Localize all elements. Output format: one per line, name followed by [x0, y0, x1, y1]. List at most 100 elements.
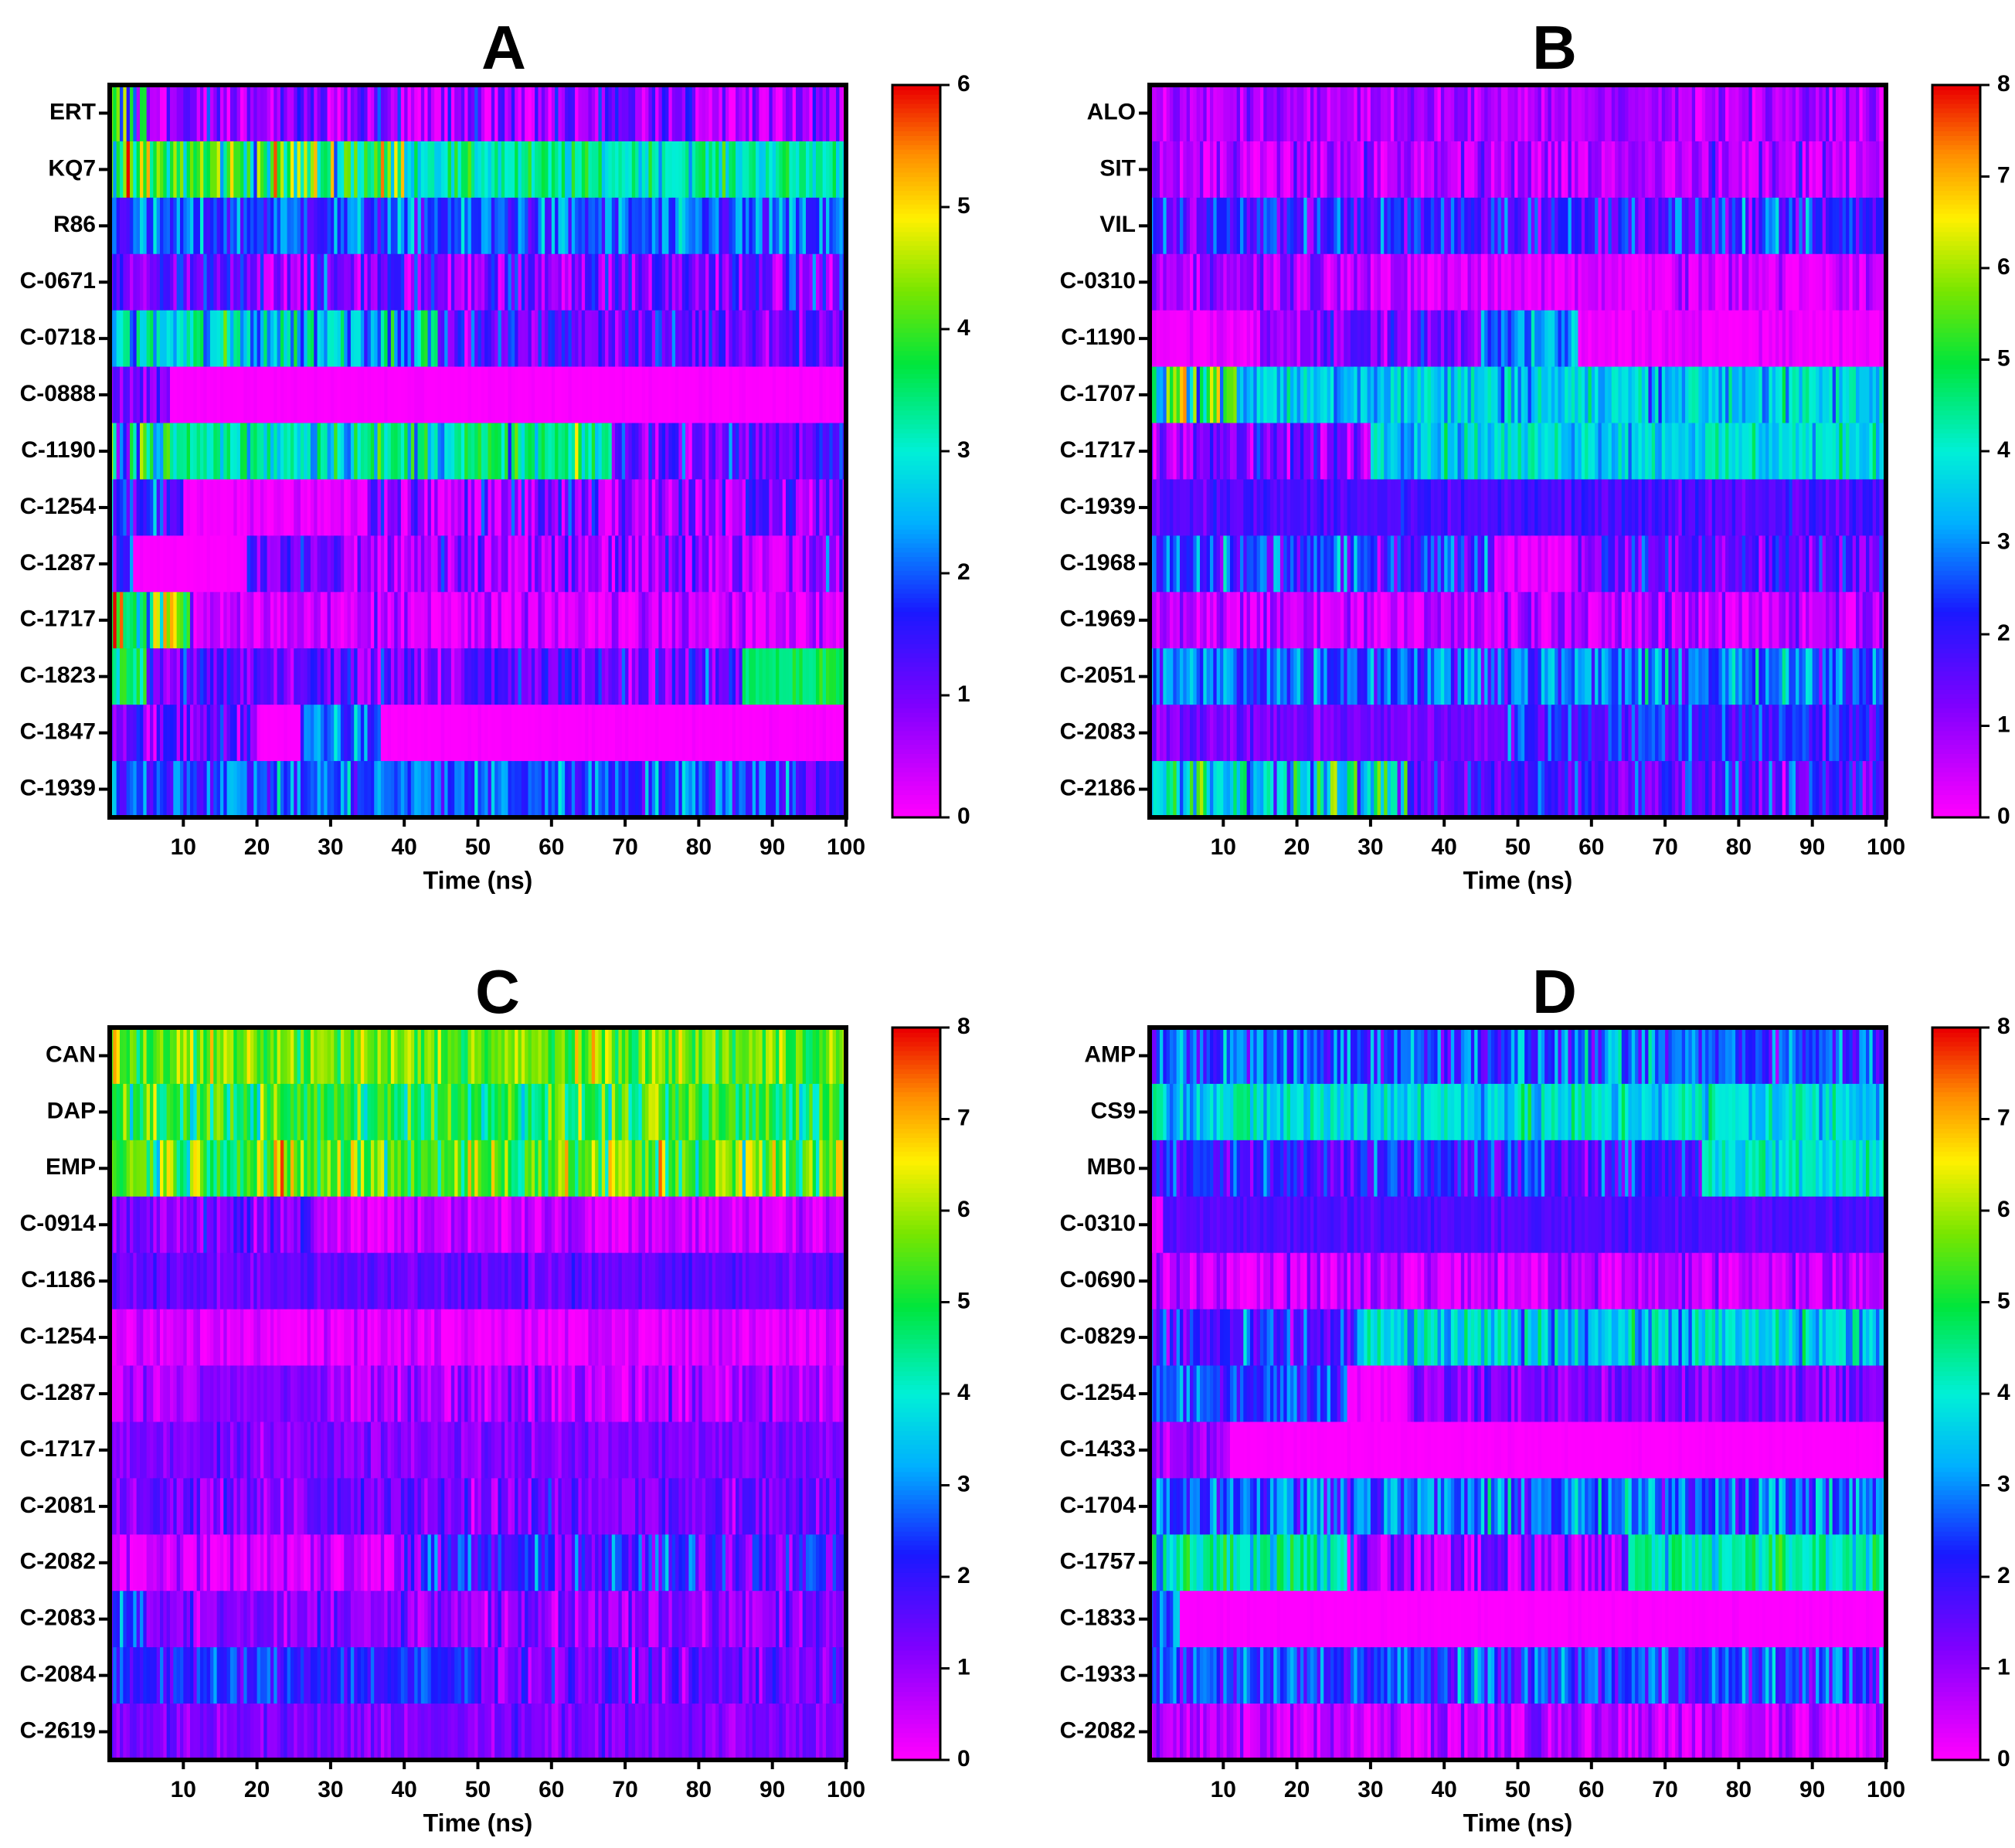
heatmap-cell — [387, 648, 392, 705]
heatmap-cell — [129, 705, 134, 762]
heatmap-cell — [1688, 366, 1693, 424]
heatmap-cell — [1256, 479, 1261, 536]
heatmap-cell — [1233, 141, 1238, 199]
heatmap-cell — [1404, 310, 1408, 368]
heatmap-cell — [538, 197, 542, 255]
heatmap-cell — [651, 705, 656, 762]
heatmap-cell — [1290, 85, 1294, 142]
heatmap-cell — [183, 648, 188, 705]
colorbar-tick-label: 4 — [957, 315, 970, 341]
heatmap-cell — [1661, 479, 1666, 536]
heatmap-cell — [1360, 197, 1364, 255]
heatmap-cell — [136, 253, 141, 311]
heatmap-cell — [548, 141, 552, 199]
heatmap-cell — [260, 479, 264, 536]
heatmap-cell — [1236, 85, 1241, 142]
heatmap-cell — [568, 197, 573, 255]
heatmap-cell — [1447, 141, 1452, 199]
heatmap-cell — [608, 648, 613, 705]
heatmap-cell — [1615, 85, 1619, 142]
heatmap-cell — [525, 253, 529, 311]
heatmap-cell — [1752, 85, 1756, 142]
heatmap-cell — [287, 592, 291, 649]
heatmap-cell — [1588, 535, 1592, 593]
heatmap-cell — [1340, 197, 1344, 255]
colorbar-strip — [892, 455, 940, 461]
heatmap-cell — [1685, 479, 1690, 536]
heatmap-cell — [474, 705, 479, 762]
heatmap-cell — [531, 253, 535, 311]
heatmap-cell — [444, 366, 449, 424]
heatmap-cell — [1173, 253, 1177, 311]
heatmap-cell — [588, 761, 593, 818]
heatmap-cell — [1789, 141, 1793, 199]
heatmap-cell — [1691, 479, 1696, 536]
heatmap-cell — [183, 141, 188, 199]
heatmap-cell — [120, 761, 124, 818]
heatmap-cell — [615, 592, 620, 649]
heatmap-cell — [1273, 253, 1278, 311]
heatmap-cell — [1226, 535, 1231, 593]
panel-label: A — [481, 13, 526, 82]
heatmap-cell — [1163, 366, 1167, 424]
heatmap-cell — [1628, 197, 1633, 255]
heatmap-cell — [1631, 535, 1636, 593]
heatmap-cell — [484, 648, 489, 705]
heatmap-cell — [360, 141, 365, 199]
heatmap-cell — [816, 141, 820, 199]
heatmap-cell — [772, 310, 776, 368]
heatmap-cell — [1497, 310, 1502, 368]
heatmap-cell — [193, 535, 198, 593]
heatmap-cell — [1397, 423, 1402, 480]
colorbar-strip — [892, 685, 940, 690]
heatmap-cell — [702, 310, 706, 368]
heatmap-cell — [1568, 423, 1572, 480]
heatmap-cell — [1678, 366, 1683, 424]
heatmap-cell — [1246, 423, 1251, 480]
heatmap-cell — [618, 479, 623, 536]
heatmap-cell — [1641, 479, 1646, 536]
heatmap-cell — [1163, 479, 1167, 536]
heatmap-cell — [156, 423, 161, 480]
heatmap-cell — [491, 141, 495, 199]
heatmap-cell — [601, 648, 606, 705]
heatmap-cell — [491, 648, 495, 705]
heatmap-cell — [1762, 85, 1766, 142]
heatmap-cell — [233, 705, 238, 762]
heatmap-cell — [1414, 479, 1419, 536]
heatmap-cell — [671, 423, 676, 480]
heatmap-cell — [189, 423, 194, 480]
heatmap-cell — [769, 253, 773, 311]
heatmap-cell — [688, 423, 693, 480]
heatmap-cell — [1758, 366, 1763, 424]
x-tick-label: 10 — [171, 834, 196, 860]
heatmap-cell — [1517, 423, 1522, 480]
heatmap-cell — [708, 761, 713, 818]
heatmap-cell — [651, 423, 656, 480]
heatmap-cell — [350, 592, 355, 649]
heatmap-cell — [1561, 535, 1565, 593]
heatmap-cell — [1310, 366, 1314, 424]
heatmap-cell — [759, 310, 763, 368]
heatmap-cell — [347, 197, 352, 255]
heatmap-cell — [1324, 423, 1328, 480]
heatmap-cell — [427, 310, 432, 368]
heatmap-cell — [1681, 479, 1686, 536]
heatmap-cell — [1708, 85, 1713, 142]
heatmap-cell — [691, 761, 696, 818]
heatmap-cell — [698, 535, 703, 593]
heatmap-cell — [1836, 85, 1840, 142]
heatmap-cell — [1799, 253, 1803, 311]
heatmap-cell — [1575, 197, 1579, 255]
heatmap-cell — [631, 197, 636, 255]
heatmap-cell — [263, 85, 268, 142]
heatmap-cell — [1320, 479, 1324, 536]
heatmap-cell — [344, 310, 348, 368]
heatmap-cell — [691, 705, 696, 762]
heatmap-cell — [233, 592, 238, 649]
heatmap-cell — [1404, 85, 1408, 142]
heatmap-cell — [695, 366, 699, 424]
heatmap-cell — [284, 705, 288, 762]
heatmap-cell — [511, 253, 515, 311]
heatmap-cell — [836, 423, 840, 480]
